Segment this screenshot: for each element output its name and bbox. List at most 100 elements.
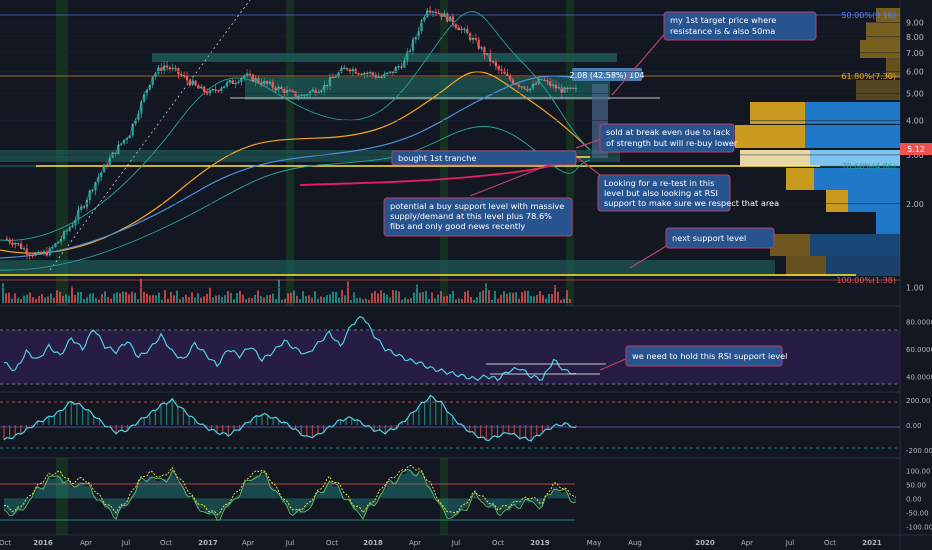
- candle-body: [357, 73, 360, 75]
- retest-callout[interactable]: Looking for a re-test in this level but …: [597, 174, 779, 212]
- target-callout[interactable]: my 1st target price where resistance is …: [663, 11, 817, 41]
- sold-callout[interactable]: sold at break even due to lack of streng…: [599, 123, 738, 153]
- candle-body: [25, 248, 28, 255]
- volume-bar: [191, 292, 193, 303]
- oscillator-bar: [42, 421, 44, 425]
- candle-body: [429, 10, 432, 13]
- volume-bar: [491, 299, 493, 303]
- oscillator-bar: [222, 425, 224, 433]
- rsi-callout[interactable]: we need to hold this RSI support level: [625, 345, 787, 367]
- candle-body: [211, 89, 214, 91]
- candle-body: [291, 90, 294, 92]
- volume-bar: [194, 297, 196, 303]
- candle-body: [234, 83, 237, 85]
- price-tick-label: 9.00: [906, 19, 924, 28]
- oscillator-bar: [356, 419, 358, 425]
- oscillator-bar: [423, 402, 426, 425]
- oscillator-bar: [233, 425, 235, 431]
- volume-bar: [554, 285, 556, 303]
- volume-bar: [290, 292, 292, 303]
- candle-body: [288, 90, 292, 92]
- volume-bar: [80, 292, 82, 303]
- panel-tick-label: 100.00: [906, 467, 931, 475]
- volume-bar: [365, 298, 367, 303]
- candle-body: [363, 73, 366, 75]
- candle-body: [554, 84, 558, 89]
- candle-body: [334, 76, 337, 78]
- oscillator-bar: [278, 420, 280, 425]
- volume-bar: [224, 295, 226, 303]
- oscillator-bar: [435, 400, 437, 425]
- volume-bar: [458, 298, 460, 303]
- volume-bar: [434, 298, 436, 303]
- oscillator-bar: [115, 425, 117, 434]
- candle-body: [377, 76, 380, 78]
- candle-body: [197, 85, 200, 89]
- time-tick-label: Apr: [409, 539, 421, 547]
- candle-body: [549, 80, 552, 86]
- candle-body: [457, 27, 460, 30]
- candle-body: [511, 79, 515, 84]
- volume-bar: [392, 290, 394, 303]
- volume-bar: [401, 299, 403, 303]
- volume-bar: [26, 294, 28, 303]
- volume-bar: [59, 291, 61, 303]
- next-support-callout[interactable]: next support level: [665, 227, 775, 249]
- volume-bar: [275, 299, 277, 303]
- candle-body: [266, 80, 269, 84]
- volume-bar: [71, 286, 73, 303]
- candle-body: [486, 53, 489, 55]
- candle-body: [463, 28, 466, 30]
- volume-bar: [293, 290, 295, 303]
- candle-body: [257, 78, 260, 83]
- volume-bar: [152, 295, 154, 303]
- candle-body: [246, 73, 249, 76]
- potential-callout[interactable]: potential a buy support level with massi…: [383, 197, 573, 237]
- candle-body: [248, 73, 252, 75]
- candle-body: [220, 88, 223, 92]
- volume-bar: [521, 292, 523, 303]
- fib-label-100: 100.00%(1.38): [836, 276, 896, 285]
- volume-bar: [428, 299, 430, 303]
- volume-bar: [353, 292, 355, 303]
- oscillator-bar: [446, 411, 448, 425]
- volume-bar: [236, 293, 238, 303]
- volume-bar: [383, 292, 385, 303]
- time-tick-label: 2016: [33, 539, 53, 547]
- candle-body: [437, 12, 440, 14]
- oscillator-bar: [323, 425, 325, 433]
- volume-bar: [230, 292, 232, 303]
- volume-bar: [362, 299, 364, 303]
- oscillator-bar: [166, 404, 168, 425]
- volume-bar: [314, 291, 316, 303]
- candle-body: [171, 67, 174, 70]
- candle-body: [360, 74, 363, 76]
- volume-bar: [395, 290, 397, 303]
- oscillator-bar: [513, 425, 515, 434]
- volume-bar: [209, 287, 211, 303]
- candle-body: [34, 253, 37, 256]
- oscillator-bar: [575, 425, 577, 428]
- volume-bar: [407, 298, 409, 303]
- candle-body: [51, 247, 54, 249]
- volume-bar: [155, 295, 157, 303]
- candle-body: [391, 71, 395, 73]
- volume-bar: [14, 293, 16, 303]
- oscillator-bar: [266, 415, 269, 425]
- panel-tick-label: 60.0000: [906, 346, 932, 354]
- candle-body: [348, 69, 352, 72]
- volume-bar: [506, 293, 508, 303]
- oscillator-bar: [25, 425, 28, 429]
- volume-bar: [350, 299, 352, 303]
- oscillator-bar: [65, 406, 67, 425]
- price-tick-label: 7.00: [906, 49, 924, 58]
- oscillator-bar: [519, 425, 521, 439]
- momentum-line: [3, 464, 577, 516]
- bought-callout[interactable]: bought 1st tranche: [391, 150, 577, 166]
- candle-body: [28, 254, 31, 256]
- volume-bar: [377, 293, 379, 303]
- candle-body: [280, 86, 283, 90]
- oscillator-bar: [216, 425, 218, 434]
- candle-body: [37, 252, 40, 254]
